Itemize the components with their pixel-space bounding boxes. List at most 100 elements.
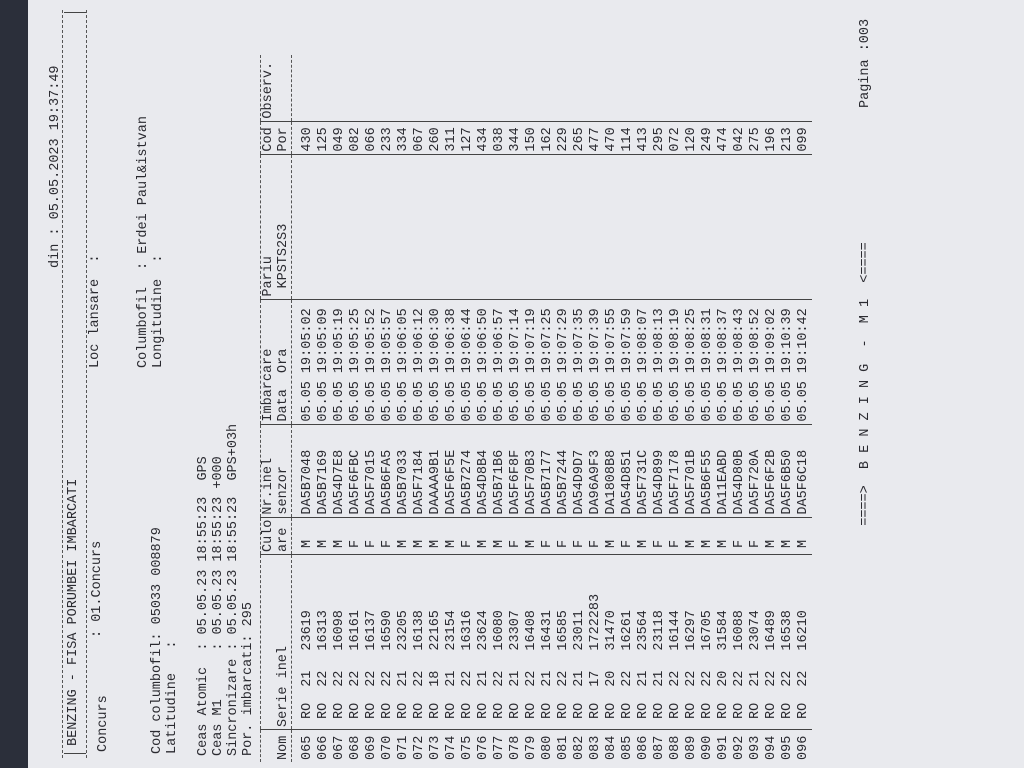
cell-imbarcare: 05.05 19:07:29 <box>556 299 572 425</box>
cell-value: 120 <box>684 127 699 152</box>
cell-value: 070 <box>380 735 395 760</box>
cell-value: 096 <box>796 735 811 760</box>
cell-value: 22 <box>556 670 571 687</box>
cell-pariu <box>684 154 700 300</box>
cell-pariu <box>492 154 508 300</box>
cell-value: 22 <box>348 670 363 687</box>
cell-serie: RO 18 22165 <box>428 554 444 730</box>
cell-senzor: DA5F6B50 <box>780 424 796 518</box>
cell-cod: 150 <box>524 121 540 155</box>
cell-serie: RO 20 31470 <box>604 554 620 730</box>
cell-cod: 249 <box>700 121 716 155</box>
cell-pariu <box>556 154 572 300</box>
cell-value: M <box>316 539 331 548</box>
cell-observ <box>291 54 316 122</box>
cell-value: 16161 <box>348 610 363 651</box>
table-row: 077 RO 22 16080 M DA5B71B6 05.05 19:06:57 038 <box>492 54 508 762</box>
cell-observ <box>796 54 812 122</box>
cell-serie: RO 22 16210 <box>796 554 812 730</box>
cell-cod: 114 <box>620 121 636 155</box>
cell-serie: RO 22 16137 <box>364 554 380 730</box>
table-row: 084 RO 20 31470 M DA1808B8 05.05 19:07:55 470 <box>604 54 620 762</box>
sincronizare: Sincronizare : 05.05.23 18:55:23 GPS+03h <box>226 423 241 756</box>
cell-pariu <box>668 154 684 300</box>
cell-value: 19:07:29 <box>556 308 571 374</box>
cell-value: 21 <box>444 670 459 687</box>
cell-value: 19:08:37 <box>716 308 731 374</box>
cell-cod: 474 <box>716 121 732 155</box>
cell-cod: 233 <box>380 121 396 155</box>
cell-senzor: DA5F7178 <box>668 424 684 518</box>
cell-cod: 125 <box>316 121 332 155</box>
cell-pariu <box>620 154 636 300</box>
cell-value: RO <box>476 702 491 719</box>
cell-value: 090 <box>700 735 715 760</box>
cell-value: RO <box>684 702 699 719</box>
cell-pariu <box>780 154 796 300</box>
cell-senzor: DA5F720A <box>748 424 764 518</box>
table-row: 070 RO 22 16590 F DA5B6FA5 05.05 19:05:57 233 <box>380 54 396 762</box>
cell-value: DA5B7177 <box>540 449 555 515</box>
cell-value: 474 <box>716 127 731 152</box>
cell-observ <box>636 54 652 122</box>
cell-serie: RO 21 16431 <box>540 554 556 730</box>
cell-value: 311 <box>444 127 459 152</box>
table-row: 080 RO 21 16431 F DA5B7177 05.05 19:07:25 162 <box>540 54 556 762</box>
cell-serie: RO 22 16161 <box>348 554 364 730</box>
cell-value: RO <box>796 702 811 719</box>
cell-cod: 082 <box>348 121 364 155</box>
cell-imbarcare: 05.05 19:05:02 <box>291 299 316 425</box>
cell-value: 067 <box>412 127 427 152</box>
cell-culoare: M <box>764 517 780 555</box>
cell-imbarcare: 05.05 19:08:25 <box>684 299 700 425</box>
cell-value: 094 <box>764 735 779 760</box>
cell-value: F <box>588 539 603 548</box>
cell-value: 092 <box>732 735 747 760</box>
cell-value: 470 <box>604 127 619 152</box>
cell-cod: 049 <box>332 121 348 155</box>
table-row: 072 RO 22 16138 M DA5F7184 05.05 19:06:12 067 <box>412 54 428 762</box>
cell-value: RO <box>588 702 603 719</box>
cell-value: DA54D899 <box>652 449 667 515</box>
cell-value: M <box>700 539 715 548</box>
cell-culoare: F <box>540 517 556 555</box>
cell-pariu <box>291 154 316 300</box>
cell-value: 18 <box>428 670 443 687</box>
cell-value: 19:07:59 <box>620 308 635 374</box>
cell-cod: 477 <box>588 121 604 155</box>
columbofil-value: : Erdei Paul&istvan <box>136 116 151 270</box>
cell-observ <box>412 54 428 122</box>
cell-culoare: F <box>572 517 588 555</box>
cell-nom: 090 <box>700 730 716 763</box>
table-row: 066 RO 22 16313 M DA5B7169 05.05 19:05:09 125 <box>316 54 332 762</box>
cell-value: 477 <box>588 127 603 152</box>
table-row: 091 RO 20 31584 M DA11EABD 05.05 19:08:37 474 <box>716 54 732 762</box>
cell-imbarcare: 05.05 19:05:57 <box>380 299 396 425</box>
cell-senzor: DA54D899 <box>652 424 668 518</box>
cell-pariu <box>748 154 764 300</box>
cell-value: 20 <box>604 670 619 687</box>
cell-value: 05.05 <box>764 381 779 422</box>
cell-imbarcare: 05.05 19:05:25 <box>348 299 364 425</box>
cell-value: 05.05 <box>668 381 683 422</box>
cell-culoare: F <box>668 517 684 555</box>
cell-pariu <box>364 154 380 300</box>
cell-value: 22 <box>732 670 747 687</box>
cell-value: DAAAA9B1 <box>428 449 443 515</box>
cell-pariu <box>380 154 396 300</box>
cell-value: RO <box>700 702 715 719</box>
cell-value: 23564 <box>636 610 651 651</box>
cell-observ <box>668 54 684 122</box>
cell-value: 079 <box>524 735 539 760</box>
cell-senzor: DA5F7184 <box>412 424 428 518</box>
cell-value: 22 <box>332 670 347 687</box>
cell-imbarcare: 05.05 19:07:19 <box>524 299 540 425</box>
cell-value: 16088 <box>732 610 747 651</box>
cell-cod: 334 <box>396 121 412 155</box>
cell-value: 074 <box>444 735 459 760</box>
cell-value: M <box>412 539 427 548</box>
cell-value: M <box>492 539 507 548</box>
table-row: 071 RO 21 23205 M DA5B7033 05.05 19:06:05 334 <box>396 54 412 762</box>
cell-value: 05.05 <box>460 381 475 422</box>
cell-value: 038 <box>492 127 507 152</box>
